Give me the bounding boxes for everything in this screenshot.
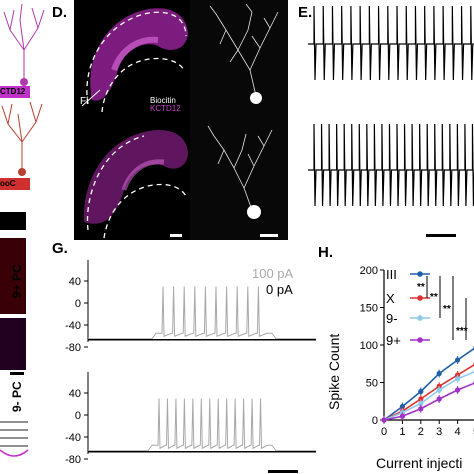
panel-d-bottom-left-image: 9- — [54, 112, 190, 240]
g-bottom-tick-label: -40 — [65, 432, 81, 444]
panel-d-top-left-image: 9+ Fl Biocitin KCTD12 — [56, 0, 190, 113]
legend-marker-9- — [417, 315, 423, 321]
y-axis-label: Spike Count — [326, 333, 342, 410]
neuron-sketch-mid — [1, 101, 43, 176]
scale-bar-e — [426, 234, 456, 237]
h-y-tick-label: 200 — [360, 265, 378, 277]
panel-e-traces — [308, 5, 474, 237]
label-ctd12: CTD12 — [0, 86, 30, 98]
series-line-9+ — [383, 382, 474, 421]
series-point-III — [399, 403, 405, 410]
panel-h-letter: H. — [318, 244, 333, 261]
purkinje-cell-9minus — [207, 125, 278, 237]
legend-biocitin: Biocitin — [150, 96, 176, 105]
series-point-9+ — [399, 413, 405, 419]
panel-g-traces: 40 0 -40 -80 40 0 -40 -80 — [65, 260, 316, 473]
x-axis-label: Current injecti — [376, 455, 463, 471]
purkinje-cell-9plus — [209, 3, 279, 104]
panel-g-letter: G. — [52, 240, 68, 257]
image-purple — [0, 318, 26, 370]
h-y-tick-label: 50 — [366, 378, 378, 390]
image-red — [0, 238, 26, 314]
panel-d-letter: D. — [52, 4, 67, 21]
h-x-tick-label: 1 — [399, 426, 405, 438]
g-top-tick-label: 40 — [69, 276, 81, 288]
neuron-sketch-top — [3, 3, 45, 86]
sig-mark: ** — [443, 304, 451, 315]
scale-bar-g — [268, 470, 298, 473]
series-line-9- — [383, 371, 474, 421]
series-point-III — [455, 357, 461, 363]
series-point-9+ — [381, 417, 387, 423]
series-point-9- — [418, 400, 424, 407]
g-bottom-trace-100pa — [88, 398, 316, 452]
legend-label-9+: 9+ — [386, 333, 401, 348]
spike-train-9plus — [308, 5, 474, 81]
spike-train-9minus — [308, 123, 474, 207]
series-point-9- — [455, 376, 461, 382]
h-x-tick-label: 3 — [436, 426, 442, 438]
legend-0pa: 0 pA — [266, 282, 293, 297]
series-point-X — [418, 396, 424, 402]
series-point-III — [418, 388, 424, 395]
series-line-III — [383, 347, 474, 421]
h-x-tick-label: 2 — [418, 426, 424, 438]
g-top-tick-label: -80 — [65, 342, 81, 354]
sig-mark: ** — [417, 282, 425, 293]
g-top-trace-100pa — [88, 286, 316, 340]
g-bottom-tick-label: 40 — [69, 388, 81, 400]
legend-label-X: X — [386, 291, 395, 306]
sig-mark: *** — [456, 326, 468, 337]
region-label-fl: Fl — [80, 96, 89, 107]
label-9minus-pc: 9- PC — [10, 381, 24, 412]
h-y-tick-label: 0 — [372, 415, 378, 427]
left-strip: CTD12 ooC — [0, 0, 48, 474]
row-label-9plus: 9+ — [56, 39, 74, 58]
spike-count-chart: 200150100500012345IIIX9-9+********* — [360, 265, 474, 438]
h-x-tick-label: 5 — [473, 426, 474, 438]
scale-bar-left — [10, 372, 24, 375]
g-bottom-tick-label: -80 — [65, 454, 81, 466]
row-label-9minus: 9- — [54, 163, 72, 178]
h-y-tick-label: 150 — [360, 303, 378, 315]
cerebellum-9plus — [81, 8, 188, 112]
label-ooc: ooC — [0, 178, 30, 190]
series-point-9+ — [436, 396, 442, 402]
series-point-III — [436, 370, 442, 377]
panel-d-bottom-right-image — [190, 112, 288, 240]
trace-sketch-left — [0, 421, 29, 457]
h-x-tick-label: 4 — [455, 426, 461, 438]
panel-e-letter: E. — [298, 4, 313, 21]
panel-d-top-right-image — [190, 0, 288, 112]
cerebellum-9minus — [83, 130, 188, 239]
series-point-9- — [436, 387, 442, 393]
legend-kctd12: KCTD12 — [150, 104, 181, 113]
g-top-tick-label: 0 — [75, 298, 81, 310]
h-y-tick-label: 100 — [360, 340, 378, 352]
g-top-tick-label: -40 — [65, 320, 81, 332]
black-bar — [0, 212, 26, 230]
legend-100pa: 100 pA — [252, 266, 294, 281]
legend-label-9-: 9- — [386, 311, 398, 326]
series-line-X — [383, 364, 474, 421]
series-point-9+ — [455, 387, 461, 393]
legend-label-III: III — [386, 267, 397, 282]
legend-marker-9+ — [417, 337, 423, 343]
series-point-9+ — [418, 406, 424, 412]
sig-mark: ** — [430, 292, 438, 303]
legend-marker-X — [417, 295, 423, 301]
label-9plus-pc: 9+ PC — [10, 264, 24, 298]
h-x-tick-label: 0 — [381, 426, 387, 438]
legend-marker-III — [417, 271, 423, 277]
g-bottom-tick-label: 0 — [75, 410, 81, 422]
